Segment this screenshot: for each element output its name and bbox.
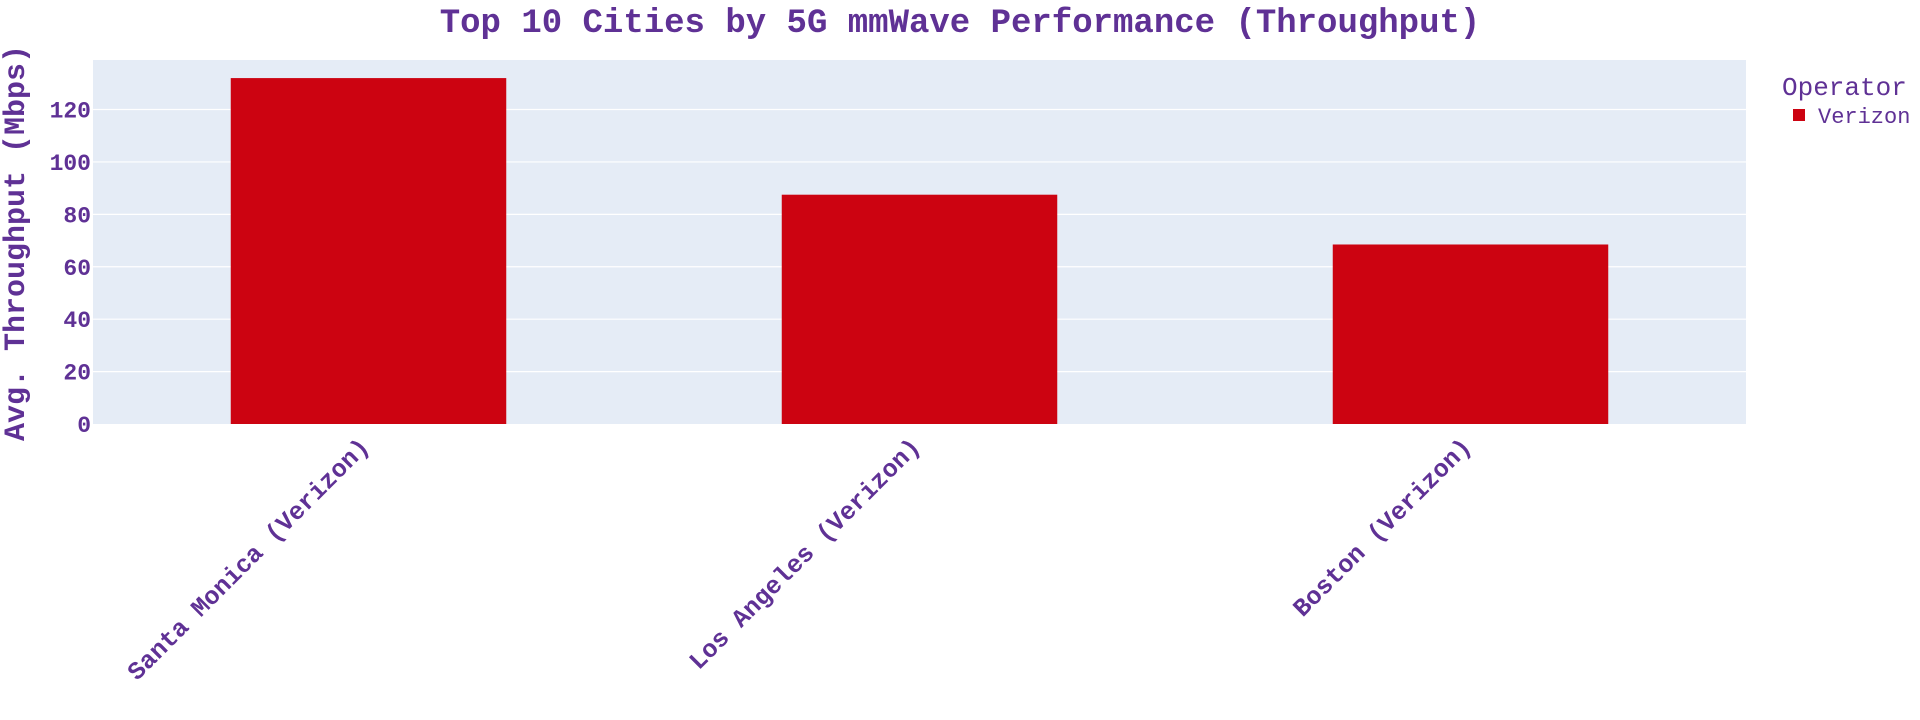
bar [781,194,1058,424]
y-tick-label: 100 [50,151,91,177]
bars [230,78,1609,424]
y-tick-label: 40 [63,308,91,334]
bar [1332,244,1609,424]
legend: Operator Verizon [1782,73,1910,130]
y-tick-label: 80 [63,203,91,229]
x-tick-label: Los Angeles (Verizon) [684,433,927,676]
y-tick-label: 20 [63,361,91,387]
y-axis-ticks: 0 20 40 60 80 100 120 [50,99,91,439]
y-tick-label: 0 [77,413,91,439]
y-axis-label: Avg. Throughput (Mbps) [0,45,34,441]
chart-title: Top 10 Cities by 5G mmWave Performance (… [440,5,1481,43]
x-tick-label: Santa Monica (Verizon) [122,433,376,687]
x-tick-label: Boston (Verizon) [1288,433,1478,623]
legend-title: Operator [1782,73,1907,103]
x-axis-ticks: Santa Monica (Verizon) Los Angeles (Veriz… [122,433,1478,687]
y-tick-label: 60 [63,256,91,282]
legend-item-label: Verizon [1818,105,1910,130]
legend-swatch [1793,109,1805,121]
bar [230,78,507,424]
y-tick-label: 120 [50,99,91,125]
